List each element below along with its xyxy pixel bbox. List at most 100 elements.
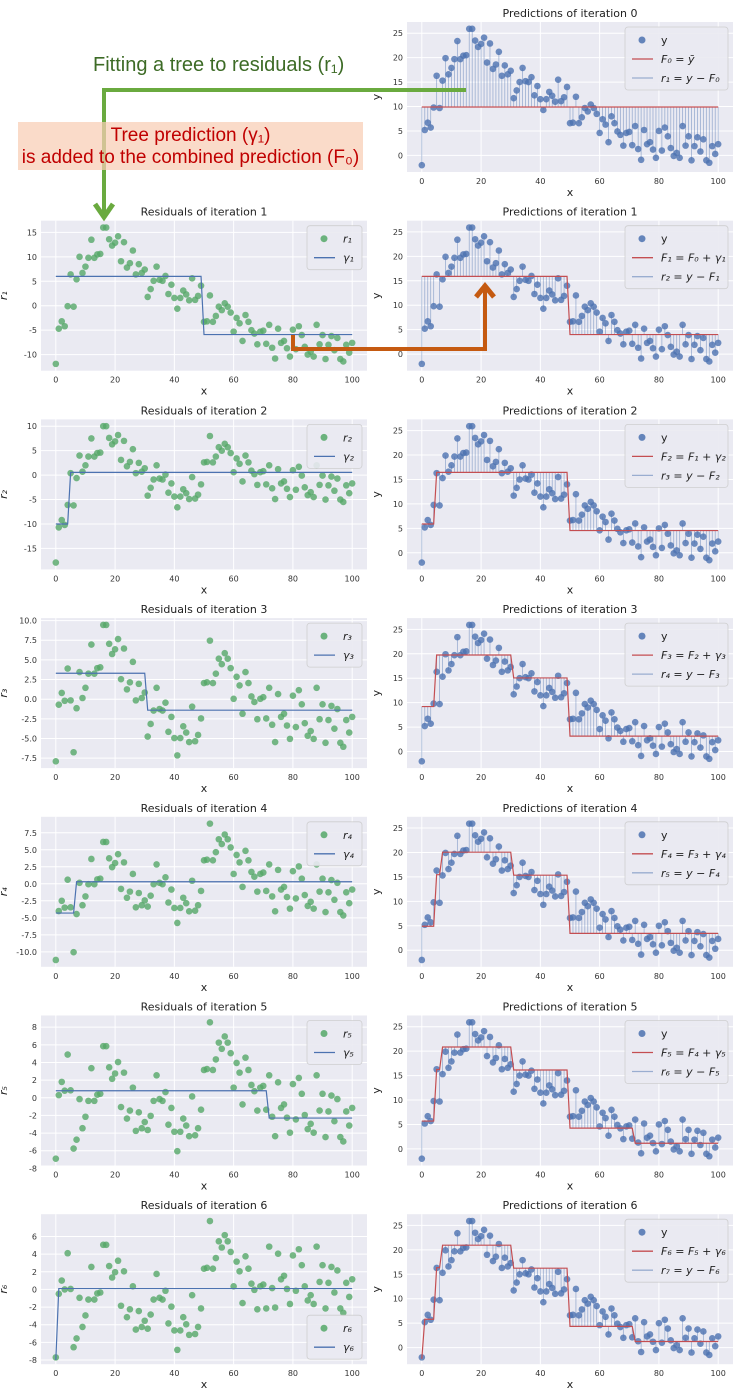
data-point — [548, 688, 556, 696]
data-point — [584, 1101, 592, 1109]
residual-point — [194, 1323, 202, 1331]
residual-point — [176, 1128, 184, 1136]
residual-point — [70, 748, 77, 756]
residual-point — [52, 559, 60, 566]
data-point — [634, 145, 642, 153]
residual-point — [102, 621, 110, 629]
y-tick-label: 4 — [32, 1058, 37, 1067]
data-point — [560, 690, 568, 697]
y-tick-label: -5 — [29, 326, 37, 335]
x-tick-label: 20 — [476, 177, 486, 186]
x-tick-label: 60 — [229, 972, 239, 981]
data-point — [445, 1064, 452, 1072]
data-point — [548, 489, 556, 497]
data-point — [540, 1100, 547, 1107]
legend-label: r₄ = y − F₃ — [661, 668, 720, 681]
data-point — [652, 750, 660, 758]
data-point — [620, 937, 627, 944]
data-point — [628, 539, 636, 546]
residual-point — [262, 481, 270, 488]
residual-point — [188, 703, 196, 710]
data-point — [611, 1113, 618, 1120]
residual-point — [61, 697, 69, 705]
residual-point — [126, 458, 134, 466]
data-point — [590, 1296, 598, 1304]
residual-point — [348, 886, 356, 893]
residual-point — [218, 1045, 226, 1053]
data-point — [688, 951, 695, 959]
residual-point — [212, 312, 220, 320]
legend-label: y — [661, 233, 668, 246]
residual-point — [274, 325, 282, 332]
residual-point — [236, 320, 243, 327]
residual-point — [339, 1138, 347, 1145]
data-point — [468, 820, 476, 827]
residual-point — [76, 1095, 83, 1103]
data-point — [708, 937, 716, 945]
data-point — [534, 82, 541, 90]
residual-point — [129, 445, 137, 453]
residual-point — [132, 469, 140, 477]
residual-point — [289, 326, 297, 333]
x-tick-label: 80 — [288, 574, 298, 583]
data-point — [462, 449, 470, 456]
residual-point — [295, 863, 303, 870]
data-point — [697, 545, 704, 553]
data-point — [590, 1098, 598, 1105]
residual-point — [179, 723, 187, 730]
chart-title: Predictions of iteration 4 — [503, 802, 638, 815]
residual-point — [111, 1070, 119, 1077]
y-axis-label: y — [370, 1087, 383, 1094]
residual-point — [64, 1249, 71, 1257]
residual-point — [304, 732, 312, 740]
data-point — [685, 1325, 692, 1332]
data-point — [534, 1076, 541, 1083]
residual-point — [298, 1090, 306, 1098]
data-point — [542, 1089, 550, 1096]
residual-point — [233, 1059, 240, 1067]
residual-point — [233, 673, 240, 681]
data-point — [510, 691, 517, 698]
residual-point — [102, 1241, 110, 1249]
residual-point — [120, 645, 128, 652]
residual-point — [319, 700, 326, 708]
residual-point — [286, 905, 294, 912]
data-point — [537, 890, 544, 898]
residual-point — [292, 345, 300, 353]
data-point — [480, 431, 488, 439]
residual-point — [165, 1320, 172, 1327]
residual-point — [197, 1106, 205, 1113]
y-tick-label: 0.0 — [24, 695, 37, 704]
residual-point — [153, 1071, 160, 1079]
data-point — [705, 1351, 713, 1359]
data-point — [664, 729, 672, 736]
data-point — [602, 916, 609, 923]
residual-point — [271, 1132, 279, 1140]
data-point — [676, 551, 683, 559]
data-point — [510, 293, 517, 301]
residual-point — [191, 1131, 199, 1139]
residual-point — [301, 719, 309, 727]
residual-point — [108, 1075, 116, 1083]
data-point — [486, 238, 494, 246]
residual-point — [144, 1126, 151, 1134]
data-point — [658, 743, 666, 750]
y-axis-label: y — [370, 93, 383, 100]
residual-point — [64, 501, 71, 509]
data-point — [708, 1136, 716, 1143]
y-tick-label: 10 — [393, 1295, 403, 1304]
data-point — [525, 277, 532, 285]
residual-point — [295, 1074, 303, 1082]
data-point — [596, 1321, 603, 1329]
residual-point — [150, 1097, 157, 1105]
legend-label: y — [661, 431, 668, 444]
chart-title: Predictions of iteration 1 — [503, 206, 638, 219]
y-tick-label: 5 — [398, 326, 403, 335]
x-tick-label: 40 — [535, 1171, 545, 1180]
data-point — [513, 1279, 520, 1286]
data-point — [427, 521, 435, 529]
residual-point — [239, 337, 246, 345]
data-point — [620, 539, 627, 547]
data-point — [711, 150, 719, 158]
residual-point — [111, 859, 119, 867]
